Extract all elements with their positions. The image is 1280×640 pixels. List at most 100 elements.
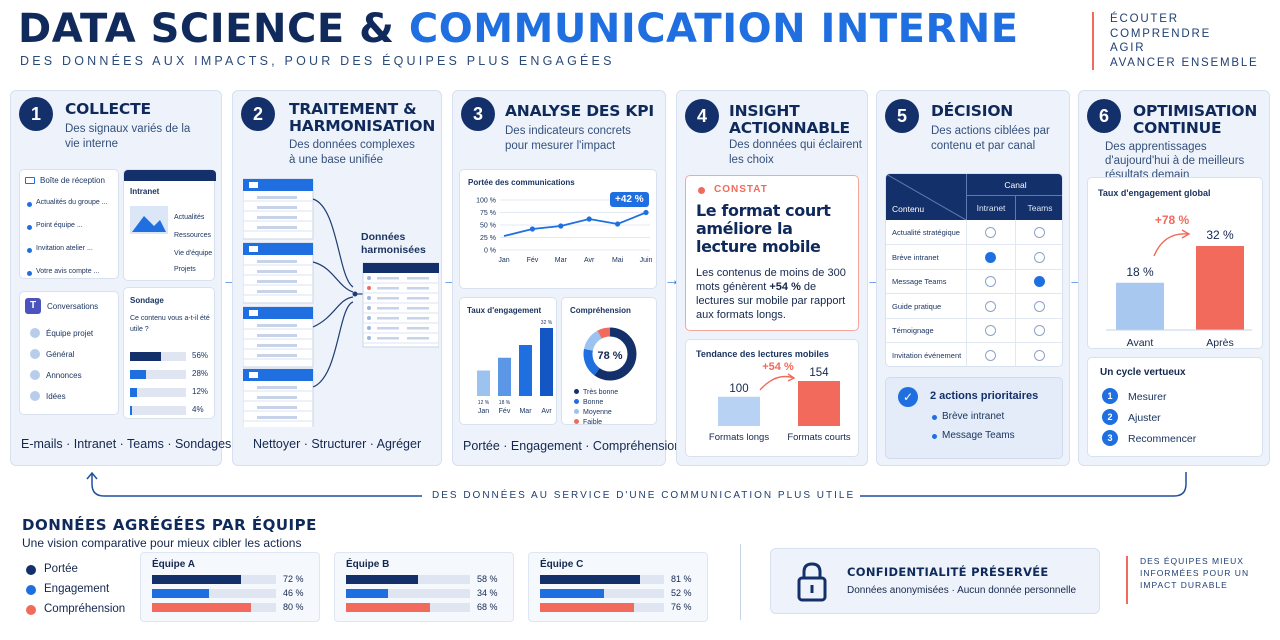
metric-bar <box>346 589 389 598</box>
metric-value: 76 % <box>671 602 692 612</box>
legend-swatch <box>26 605 36 615</box>
cell <box>377 277 399 280</box>
unread-dot <box>27 202 32 207</box>
inbox-item[interactable]: Actualités du groupe ... <box>36 199 108 206</box>
engagement-chart-card: Taux d'engagement 12 % Jan 18 % Fév Mar 32 % A… <box>459 297 557 425</box>
x-tick-label: Juin <box>640 257 653 264</box>
teams-channel[interactable]: Général <box>46 350 75 359</box>
reach-badge: +42 % <box>610 192 649 207</box>
content-type-label: Brève intranet <box>892 252 939 262</box>
metric-value: 46 % <box>283 588 304 598</box>
content-type-label: Témoignage <box>892 326 934 335</box>
step-footer: Nettoyer · Structurer · Agréger <box>253 437 422 451</box>
step-title: ANALYSE DES KPI <box>505 102 654 120</box>
x-tick-label: Avant <box>1127 337 1154 349</box>
intranet-nav-item[interactable]: Ressources <box>174 232 211 239</box>
survey-bar-track <box>130 388 186 397</box>
survey-pct: 28% <box>192 369 209 378</box>
team-name: Équipe B <box>346 559 390 570</box>
intranet-nav-item[interactable]: Vie d'équipe <box>174 250 213 257</box>
intranet-nav-item[interactable]: Actualités <box>174 214 205 221</box>
x-tick-label: Jan <box>498 257 509 264</box>
body-highlight: +54 % <box>769 281 801 293</box>
teams-channel[interactable]: Équipe projet <box>46 329 94 338</box>
metric-bar <box>346 575 418 584</box>
radio-unselected[interactable] <box>985 325 996 336</box>
cycle-step-label: Mesurer <box>1128 391 1167 403</box>
inbox-item[interactable]: Invitation atelier ... <box>36 245 93 252</box>
radio-unselected[interactable] <box>985 300 996 312</box>
legend-swatch <box>26 585 36 595</box>
unread-dot <box>27 271 32 276</box>
x-tick-label: Formats longs <box>709 432 769 443</box>
metric-value: 80 % <box>283 602 304 612</box>
step-desc: Des indicateurs concrets pour mesurer l'… <box>505 125 631 152</box>
channel-icon <box>30 349 40 359</box>
radio-unselected[interactable] <box>985 227 996 238</box>
cycle-step-label: Ajuster <box>1128 412 1161 424</box>
source-table <box>243 306 314 368</box>
tagline-item: AVANCER ENSEMBLE <box>1110 56 1259 69</box>
x-tick-label: Jan <box>478 408 489 415</box>
survey-title: Sondage <box>130 296 164 305</box>
col-divider <box>966 220 967 366</box>
step-number: 6 <box>1087 99 1121 133</box>
intranet-nav-item[interactable]: Projets <box>174 266 196 273</box>
radio-unselected[interactable] <box>985 276 996 287</box>
metric-value: 68 % <box>477 602 498 612</box>
radio-unselected[interactable] <box>1034 349 1045 361</box>
aggregate-subtitle: Une vision comparative pour mieux cibler… <box>22 536 302 550</box>
x-tick-label: Fév <box>499 408 511 415</box>
delta-label: +78 % <box>1155 213 1190 227</box>
data-point <box>529 226 535 232</box>
data-point <box>586 216 592 222</box>
teams-channel[interactable]: Idées <box>46 392 66 401</box>
radio-unselected[interactable] <box>1034 251 1045 263</box>
source-icon <box>249 246 258 252</box>
data-label: 100 <box>729 383 748 395</box>
metric-value: 34 % <box>477 588 498 598</box>
radio-unselected[interactable] <box>1034 325 1045 336</box>
channel-header: Intranet <box>966 196 1015 220</box>
bar-chart: 12 % Jan 18 % Fév Mar 32 % Avr <box>477 320 553 415</box>
canal-header: Canal <box>966 174 1062 196</box>
step-footer: E-mails · Intranet · Teams · Sondages <box>21 437 232 451</box>
mail-icon <box>25 177 35 184</box>
step-title: COLLECTE <box>65 100 151 118</box>
panel-insight: 4 INSIGHT ACTIONNABLE Des données qui éc… <box>676 90 868 466</box>
team-name: Équipe C <box>540 559 584 570</box>
metric-value: 81 % <box>671 574 692 584</box>
priority-item: Brève intranet <box>942 411 1005 422</box>
radio-selected[interactable] <box>1034 276 1045 287</box>
x-tick-label: Avr <box>584 257 595 264</box>
metric-bar-track <box>152 589 276 598</box>
inbox-item[interactable]: Point équipe ... <box>36 222 83 229</box>
donut-slice <box>583 327 637 381</box>
survey-bar <box>130 406 133 415</box>
bar <box>1116 282 1164 330</box>
cycle-step-number: 2 <box>1102 409 1118 425</box>
radio-selected[interactable] <box>985 251 996 263</box>
bar-chart: 18 % Avant 32 % Après +78 % <box>1106 213 1252 349</box>
bar <box>498 357 511 396</box>
x-tick-label: Mar <box>519 408 532 415</box>
metric-bar <box>152 603 252 612</box>
radio-unselected[interactable] <box>1034 300 1045 312</box>
teams-title: Conversations <box>47 302 99 311</box>
row-divider <box>886 367 1063 368</box>
radio-unselected[interactable] <box>985 349 996 361</box>
data-point <box>615 221 621 227</box>
inbox-item[interactable]: Votre avis compte ... <box>36 268 100 275</box>
row-divider <box>886 317 1062 319</box>
metric-bar <box>540 575 641 584</box>
x-tick-label: Mai <box>612 257 624 264</box>
insight-tag: CONSTAT <box>714 184 768 195</box>
divider <box>740 544 741 620</box>
radio-unselected[interactable] <box>1034 227 1045 238</box>
teams-channel[interactable]: Annonces <box>46 371 82 380</box>
row-divider <box>886 293 1062 294</box>
insight-card: CONSTAT Le format court améliore la lect… <box>685 175 859 331</box>
survey-bar <box>130 388 137 397</box>
data-label: 18 % <box>1126 265 1154 279</box>
content-type-label: Actualité stratégique <box>892 228 960 237</box>
